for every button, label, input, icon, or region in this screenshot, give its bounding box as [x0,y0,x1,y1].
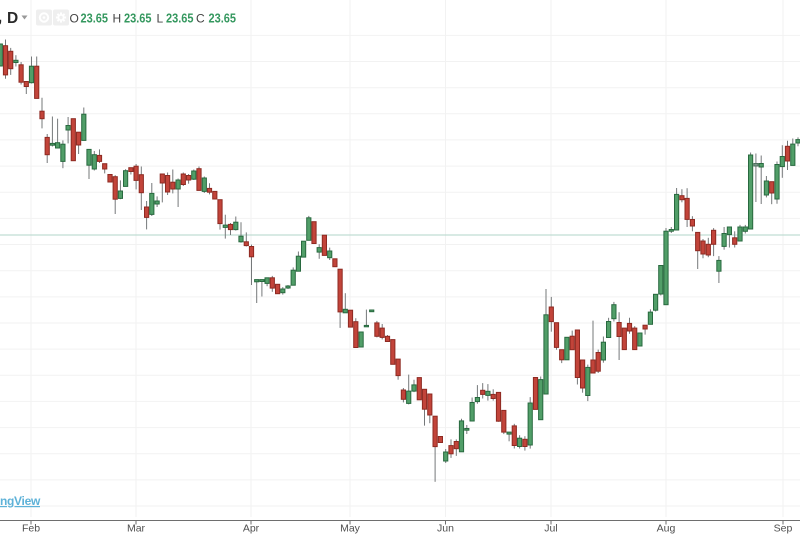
svg-text:C: C [196,12,205,26]
svg-text:Jun: Jun [437,523,454,534]
svg-text:D: D [7,10,18,27]
svg-text:23.65: 23.65 [209,12,237,26]
svg-text:Apr: Apr [243,523,260,534]
svg-text:O: O [70,12,79,26]
svg-text:Mar: Mar [127,523,146,534]
svg-text:ngView: ngView [0,494,41,508]
svg-text:May: May [340,523,361,534]
svg-text:H: H [113,12,122,26]
svg-text:Jul: Jul [544,523,557,534]
svg-text:Aug: Aug [657,523,676,534]
svg-text:Sep: Sep [774,523,793,534]
svg-text:23.65: 23.65 [166,12,194,26]
svg-text:23.65: 23.65 [124,12,152,26]
svg-text:Feb: Feb [22,523,40,534]
svg-text:,: , [0,9,2,26]
svg-text:23.65: 23.65 [81,12,109,26]
svg-text:L: L [157,12,164,26]
